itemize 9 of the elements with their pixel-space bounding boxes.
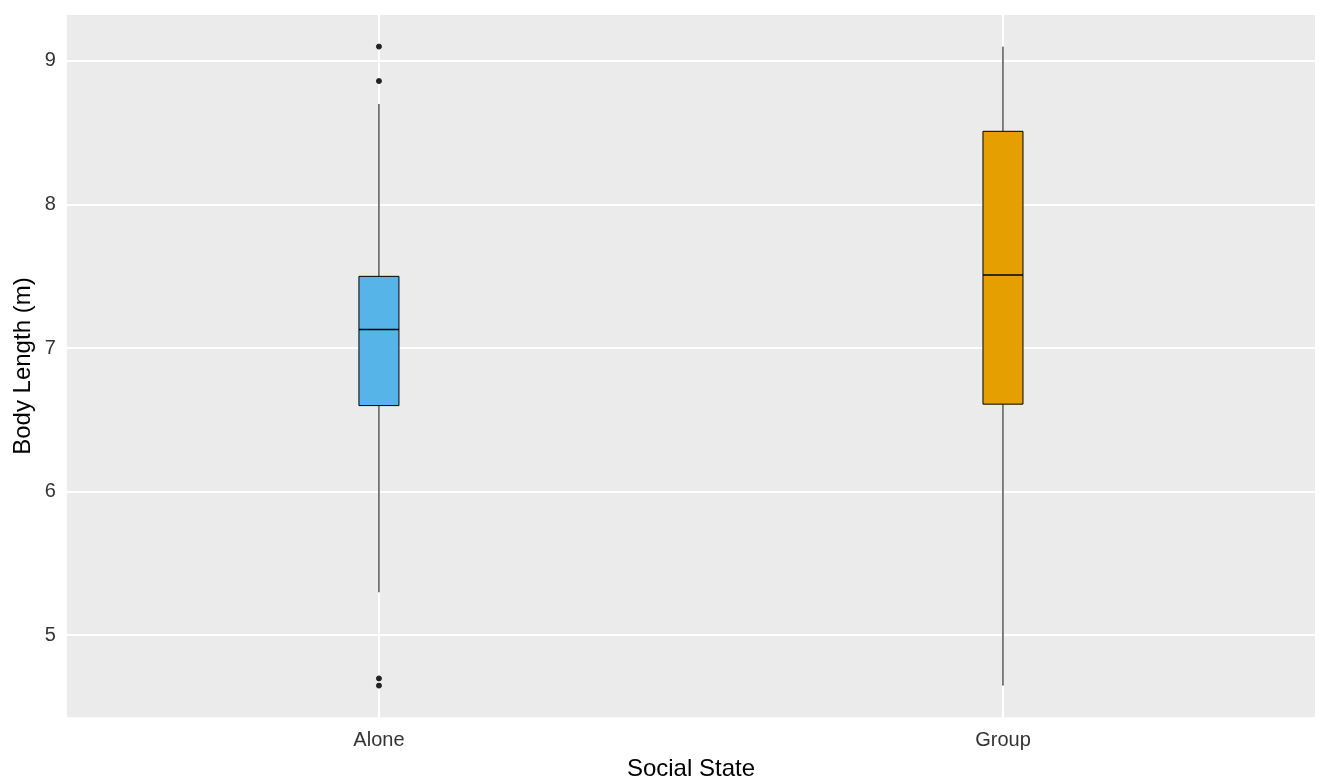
x-tick-label: Group [975,727,1031,750]
y-tick-label: 5 [44,622,56,645]
y-tick-label: 8 [44,192,56,215]
y-tick-label: 7 [44,335,56,358]
y-tick-label: 6 [44,479,56,502]
y-axis-title: Body Length (m) [8,277,36,455]
x-tick-label: Alone [353,727,405,750]
x-axis-title: Social State [626,754,755,782]
y-tick-label: 9 [44,48,56,71]
